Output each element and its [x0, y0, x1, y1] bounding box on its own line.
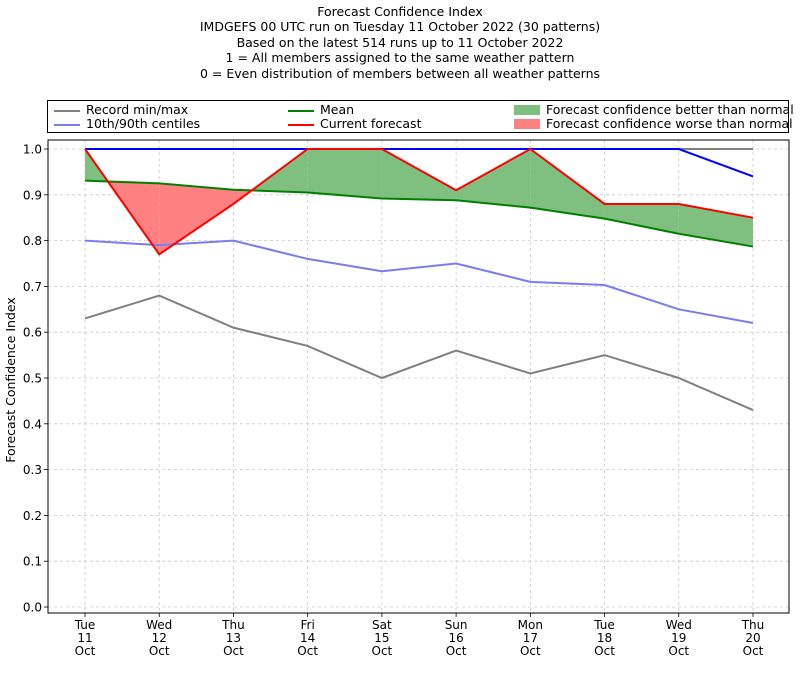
confidence-fills [85, 149, 753, 255]
legend-label-better: Forecast confidence better than normal [546, 102, 794, 117]
x-tick-label: Tue [593, 618, 615, 632]
x-tick-label: Sat [372, 618, 392, 632]
x-tick-label: Oct [446, 644, 467, 658]
mean-line [84, 179, 754, 248]
p90-line [85, 148, 754, 178]
tick-labels: 0.00.10.20.30.40.50.60.70.80.91.0Tue11Oc… [23, 143, 764, 659]
x-tick-label: 13 [226, 631, 241, 645]
x-tick-label: Oct [297, 644, 318, 658]
legend-label-worse: Forecast confidence worse than normal [546, 116, 793, 131]
fill-better [381, 149, 457, 201]
legend: Record min/max 10th/90th centiles Mean C… [47, 100, 794, 133]
x-tick-label: 18 [597, 631, 612, 645]
x-tick-label: Oct [223, 644, 244, 658]
x-tick-label: 20 [745, 631, 760, 645]
x-tick-label: 17 [523, 631, 538, 645]
x-tick-label: 19 [671, 631, 686, 645]
legend-label-mean: Mean [320, 102, 355, 117]
chart-subtitle-runs: Based on the latest 514 runs up to 11 Oc… [236, 34, 564, 50]
y-axis-label: Forecast Confidence Index [3, 297, 18, 463]
legend-swatch-record [54, 110, 80, 112]
x-tick-label: 11 [77, 631, 92, 645]
x-tick-label: Oct [594, 644, 615, 658]
y-tick-label: 0.5 [23, 372, 42, 386]
record-min-line [84, 294, 754, 411]
fill-better [307, 149, 382, 199]
x-tick-label: Oct [520, 644, 541, 658]
fill-worse [159, 183, 234, 255]
y-tick-label: 0.3 [23, 463, 42, 477]
y-tick-label: 1.0 [23, 143, 42, 157]
current-forecast-line [84, 147, 754, 256]
chart-subtitle-zero: 0 = Even distribution of members between… [199, 65, 601, 81]
legend-swatch-better [514, 105, 540, 115]
y-tick-label: 0.2 [23, 509, 42, 523]
legend-swatch-mean [288, 110, 314, 112]
y-tick-label: 0.0 [23, 601, 42, 615]
x-tick-label: Thu [741, 618, 765, 632]
x-tick-label: Oct [75, 644, 96, 658]
x-tick-label: Oct [743, 644, 764, 658]
series-lines [84, 147, 754, 411]
chart-subtitle-run: IMDGEFS 00 UTC run on Tuesday 11 October… [199, 19, 601, 35]
fill-better [456, 149, 531, 208]
fill-better [604, 203, 679, 234]
x-tick-label: Thu [221, 618, 245, 632]
x-tick-label: Tue [74, 618, 96, 632]
legend-swatch-worse [514, 119, 540, 129]
y-tick-label: 0.4 [23, 417, 42, 431]
p10-line [84, 239, 754, 325]
x-tick-label: Wed [666, 618, 692, 632]
y-tick-label: 0.9 [23, 188, 42, 202]
chart-subtitle-one: 1 = All members assigned to the same wea… [225, 50, 575, 66]
fill-better [530, 149, 605, 219]
x-tick-label: Oct [372, 644, 393, 658]
x-tick-label: Wed [146, 618, 172, 632]
x-tick-label: Oct [668, 644, 689, 658]
x-tick-label: Fri [301, 618, 315, 632]
axes [44, 139, 790, 617]
legend-label-current: Current forecast [320, 116, 422, 131]
x-tick-label: Sun [445, 618, 468, 632]
y-tick-label: 0.1 [23, 555, 42, 569]
legend-label-record: Record min/max [86, 102, 189, 117]
legend-swatch-centiles [54, 124, 80, 126]
chart-title-block: Forecast Confidence Index IMDGEFS 00 UTC… [0, 4, 800, 81]
y-tick-label: 0.7 [23, 280, 42, 294]
legend-swatch-current [288, 124, 314, 126]
plot-frame [47, 139, 790, 614]
legend-label-centiles: 10th/90th centiles [86, 116, 201, 131]
x-tick-label: 15 [374, 631, 389, 645]
y-tick-label: 0.6 [23, 326, 42, 340]
y-tick-label: 0.8 [23, 234, 42, 248]
x-tick-label: 12 [152, 631, 167, 645]
x-tick-label: 16 [448, 631, 463, 645]
x-tick-label: 14 [300, 631, 315, 645]
x-tick-label: Mon [518, 618, 543, 632]
x-tick-label: Oct [149, 644, 170, 658]
chart-title: Forecast Confidence Index [317, 4, 483, 19]
